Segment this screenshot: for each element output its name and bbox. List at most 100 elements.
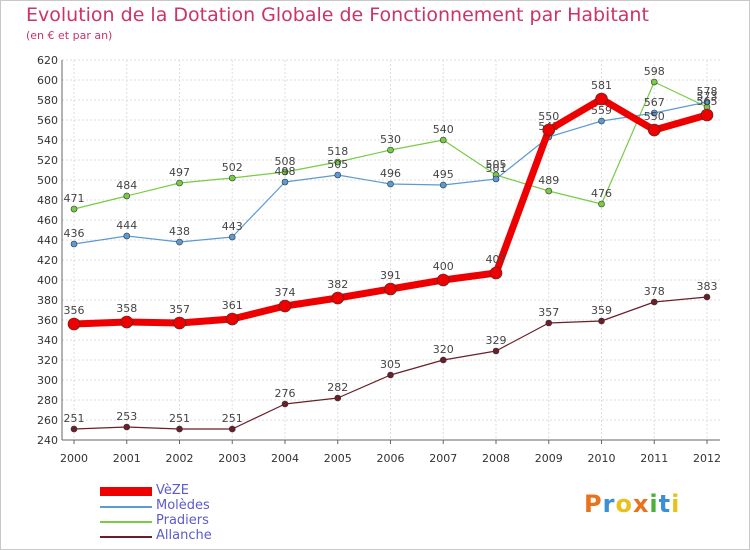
data-label-vze: 391 — [380, 269, 401, 282]
data-point-vze — [489, 266, 503, 280]
data-label-vze: 382 — [327, 278, 348, 291]
data-point-pradiers — [334, 158, 342, 166]
data-label-vze: 357 — [169, 303, 190, 316]
y-tick-label: 360 — [37, 314, 58, 327]
data-label-allanche: 276 — [275, 387, 296, 400]
data-label-moldes: 496 — [380, 167, 401, 180]
data-label-vze: 550 — [538, 110, 559, 123]
data-label-pradiers: 518 — [327, 145, 348, 158]
x-tick-label: 2001 — [113, 452, 141, 465]
data-point-allanche — [439, 356, 447, 364]
chart-subtitle: (en € et par an) — [26, 29, 113, 42]
data-point-moldes — [70, 240, 78, 248]
data-label-moldes: 444 — [116, 219, 137, 232]
data-point-allanche — [228, 425, 236, 433]
data-point-allanche — [387, 371, 394, 379]
y-tick-label: 500 — [37, 174, 58, 187]
legend-swatch-pradiers — [100, 521, 152, 523]
data-label-pradiers: 484 — [116, 179, 137, 192]
data-label-pradiers: 502 — [222, 161, 243, 174]
data-point-allanche — [334, 394, 342, 402]
data-label-allanche: 378 — [644, 285, 665, 298]
data-label-allanche: 305 — [380, 358, 401, 371]
data-point-pradiers — [545, 187, 553, 195]
data-point-vze — [647, 123, 661, 137]
data-point-vze — [331, 291, 345, 305]
data-label-pradiers: 489 — [538, 174, 559, 187]
data-point-moldes — [439, 181, 447, 189]
data-point-pradiers — [70, 205, 78, 213]
legend-label-pradiers: Pradiers — [156, 513, 209, 528]
legend-label-veze: VèZE — [156, 483, 190, 498]
data-point-vze — [384, 282, 397, 296]
data-label-pradiers: 471 — [64, 192, 85, 205]
x-tick-label: 2008 — [482, 452, 510, 465]
legend-label-allanche: Allanche — [156, 528, 212, 543]
data-label-allanche: 251 — [169, 412, 190, 425]
data-label-vze: 358 — [116, 302, 137, 315]
chart-title: Evolution de la Dotation Globale de Fonc… — [26, 4, 649, 26]
proxiti-logo: Proxiti — [584, 490, 680, 518]
y-tick-label: 260 — [37, 414, 58, 427]
data-point-allanche — [176, 425, 183, 433]
data-point-pradiers — [228, 174, 236, 182]
y-tick-label: 320 — [37, 354, 58, 367]
data-label-vze: 550 — [644, 110, 665, 123]
data-point-moldes — [176, 238, 183, 246]
data-point-allanche — [281, 400, 289, 408]
data-label-allanche: 359 — [591, 304, 612, 317]
logo-letter: o — [615, 490, 633, 518]
data-point-allanche — [70, 425, 78, 433]
legend-swatch-allanche — [100, 536, 152, 538]
logo-letter: r — [602, 490, 616, 518]
data-point-moldes — [228, 233, 236, 241]
y-tick-label: 420 — [37, 254, 58, 267]
y-tick-label: 600 — [37, 74, 58, 87]
y-tick-label: 240 — [37, 434, 58, 447]
data-label-moldes: 505 — [327, 158, 348, 171]
data-label-vze: 374 — [275, 286, 296, 299]
data-label-moldes: 443 — [222, 220, 243, 233]
y-tick-label: 380 — [37, 294, 58, 307]
data-point-moldes — [598, 117, 605, 125]
data-point-vze — [173, 316, 186, 330]
y-tick-label: 300 — [37, 374, 58, 387]
data-point-moldes — [650, 109, 658, 117]
data-label-pradiers: 540 — [433, 123, 454, 136]
data-label-moldes: 495 — [433, 168, 454, 181]
data-point-allanche — [492, 347, 500, 355]
data-point-moldes — [387, 180, 394, 188]
data-label-allanche: 320 — [433, 343, 454, 356]
data-label-moldes: 567 — [644, 96, 665, 109]
data-label-moldes: 436 — [64, 227, 85, 240]
x-tick-label: 2002 — [166, 452, 194, 465]
x-tick-label: 2004 — [271, 452, 299, 465]
data-point-moldes — [334, 171, 342, 179]
data-label-vze: 361 — [222, 299, 243, 312]
x-tick-label: 2005 — [324, 452, 352, 465]
logo-letter: i — [671, 490, 681, 518]
x-tick-label: 2007 — [429, 452, 457, 465]
data-point-pradiers — [650, 78, 658, 86]
data-label-allanche: 253 — [116, 410, 137, 423]
data-label-allanche: 329 — [486, 334, 507, 347]
data-point-pradiers — [123, 192, 131, 200]
data-point-allanche — [123, 423, 131, 431]
data-point-pradiers — [176, 179, 183, 187]
data-label-pradiers: 476 — [591, 187, 612, 200]
data-point-moldes — [492, 175, 500, 183]
data-label-pradiers: 508 — [275, 155, 296, 168]
data-label-pradiers: 598 — [644, 65, 665, 78]
data-label-vze: 407 — [486, 253, 507, 266]
data-point-vze — [542, 123, 556, 137]
x-tick-label: 2012 — [693, 452, 721, 465]
x-tick-label: 2010 — [588, 452, 616, 465]
logo-letter: i — [649, 490, 659, 518]
y-tick-label: 620 — [37, 54, 58, 67]
data-point-pradiers — [281, 168, 289, 176]
data-label-pradiers: 530 — [380, 133, 401, 146]
legend-swatch-moledes — [100, 506, 152, 508]
data-label-moldes: 559 — [591, 104, 612, 117]
y-tick-label: 580 — [37, 94, 58, 107]
